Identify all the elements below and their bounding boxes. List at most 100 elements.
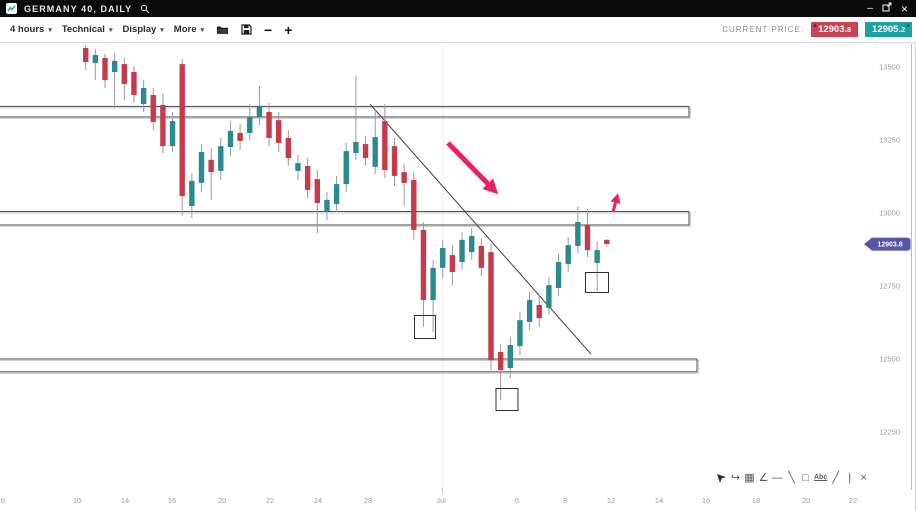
time-axis-label: 28 — [364, 496, 372, 505]
candle — [488, 252, 494, 361]
time-axis-label: 24 — [314, 496, 322, 505]
channel-zone[interactable] — [0, 211, 690, 226]
channel-shadow — [0, 107, 691, 119]
popout-button[interactable] — [882, 2, 892, 15]
horizontal-line-tool-icon[interactable]: — — [772, 472, 783, 484]
zoom-out-button[interactable]: − — [264, 21, 273, 38]
price-axis-label: 13250 — [879, 136, 900, 145]
buy-direction-icon — [906, 23, 910, 27]
toolbar-separator: | — [848, 472, 852, 484]
current-price-tag-value: 12903.8 — [877, 242, 902, 249]
time-axis-label: 16 — [702, 496, 710, 505]
price-axis-label: 13000 — [879, 209, 900, 218]
candle — [218, 146, 224, 171]
fan-lines-tool-icon[interactable]: ∠ — [758, 472, 769, 484]
down-arrow-annotation[interactable] — [446, 141, 499, 195]
buy-price-decimal: 2 — [901, 27, 905, 34]
candle — [324, 199, 330, 211]
candle — [469, 236, 475, 253]
candle — [575, 222, 581, 246]
candle — [198, 151, 205, 183]
title-bar: GERMANY 40, DAILY – × — [0, 0, 916, 17]
candle — [285, 137, 292, 159]
candle — [111, 60, 118, 72]
candle — [343, 151, 349, 185]
current-price-label: CURRENT PRICE: — [722, 25, 805, 34]
timeframe-label: 4 hours — [10, 24, 45, 35]
search-icon[interactable] — [140, 4, 150, 14]
chevron-down-icon: ▾ — [200, 26, 204, 34]
price-axis-label: 12500 — [879, 355, 900, 364]
candle — [478, 245, 485, 268]
time-axis-label: 20 — [218, 496, 226, 505]
highlight-box[interactable] — [585, 272, 609, 293]
candle — [160, 104, 166, 147]
time-axis-label: 6 — [1, 496, 5, 505]
candle — [295, 163, 301, 171]
trendline-tool-icon[interactable]: ╲ — [788, 472, 795, 484]
time-axis-label: 8 — [563, 496, 567, 505]
rectangle-tool-icon[interactable]: □ — [802, 472, 809, 484]
candle — [256, 106, 263, 117]
ray-tool-icon[interactable]: ╱ — [832, 472, 840, 484]
buy-price-badge[interactable]: 12905. 2 — [865, 22, 912, 37]
candle — [169, 121, 176, 147]
time-axis-label: 18 — [752, 496, 760, 505]
sell-price-main: 12903 — [818, 24, 845, 35]
candle — [121, 64, 127, 84]
text-tool-icon[interactable]: Abc — [814, 474, 828, 481]
descending-trendline[interactable] — [369, 103, 592, 355]
candle — [430, 267, 436, 301]
zoom-in-button[interactable]: + — [284, 21, 293, 38]
time-axis-label: 14 — [121, 496, 129, 505]
up-arrow-annotation[interactable] — [610, 193, 621, 213]
more-dropdown[interactable]: More ▾ — [174, 24, 204, 35]
time-axis-label: 20 — [802, 496, 810, 505]
grid-tool-icon[interactable]: ▦ — [744, 472, 755, 484]
channel-shadow — [0, 360, 699, 374]
candle — [401, 172, 407, 183]
cursor-tool-icon[interactable] — [716, 473, 727, 484]
open-folder-icon[interactable] — [216, 24, 229, 35]
current-price-tag — [864, 237, 911, 251]
candle — [546, 285, 552, 308]
save-icon[interactable] — [241, 24, 252, 35]
channel-shadow — [0, 212, 691, 227]
candle — [372, 137, 378, 167]
technical-dropdown[interactable]: Technical ▾ — [62, 24, 113, 35]
price-axis-label: 12750 — [879, 282, 900, 291]
time-axis-label: 10 — [73, 496, 81, 505]
instrument-title: GERMANY 40, DAILY — [24, 3, 133, 14]
candle — [584, 224, 591, 251]
candle — [353, 142, 359, 154]
freehand-tool-icon[interactable]: ↪ — [730, 472, 741, 484]
chevron-down-icon: ▾ — [48, 26, 52, 34]
timeframe-dropdown[interactable]: 4 hours ▾ — [10, 24, 52, 35]
candle — [555, 262, 562, 289]
candle — [92, 55, 99, 63]
sell-price-badge[interactable]: 12903. 8 — [811, 22, 859, 37]
more-label: More — [173, 24, 197, 35]
candle — [314, 179, 320, 204]
candle — [208, 159, 214, 173]
highlight-box[interactable] — [495, 388, 519, 411]
candle — [333, 184, 340, 204]
candle — [536, 304, 542, 319]
candle — [276, 120, 282, 143]
delete-tool-icon[interactable]: × — [860, 472, 867, 484]
channel-zone[interactable] — [0, 358, 698, 373]
channel-zone[interactable] — [0, 105, 690, 118]
minimize-button[interactable]: – — [867, 2, 873, 14]
display-dropdown[interactable]: Display ▾ — [122, 24, 163, 35]
close-button[interactable]: × — [900, 1, 908, 16]
candle — [237, 132, 243, 141]
candle — [150, 95, 156, 122]
chart-line-icon — [6, 3, 17, 14]
highlight-box[interactable] — [414, 315, 436, 339]
buy-price-main: 12905 — [872, 24, 899, 35]
candle — [131, 71, 137, 96]
sell-direction-icon — [813, 23, 818, 27]
candle — [391, 146, 398, 176]
